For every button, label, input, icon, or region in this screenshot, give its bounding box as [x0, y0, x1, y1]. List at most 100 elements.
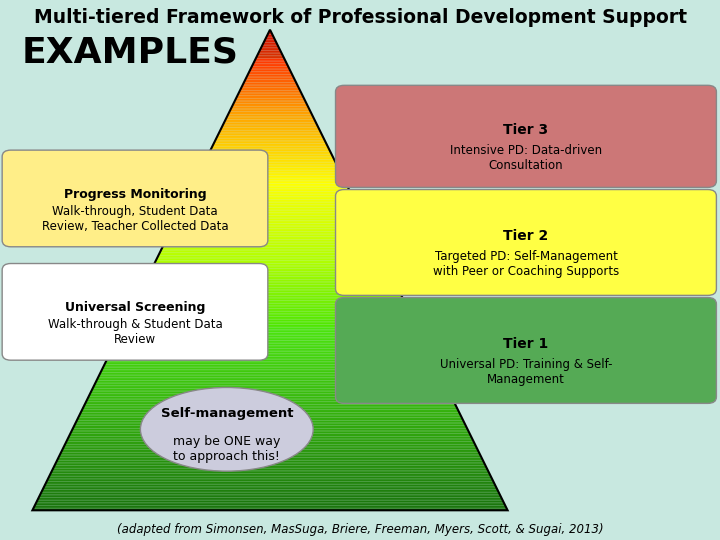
Polygon shape: [260, 49, 280, 51]
Polygon shape: [190, 190, 350, 192]
Polygon shape: [71, 430, 469, 432]
Polygon shape: [66, 441, 474, 443]
Polygon shape: [244, 81, 296, 83]
Polygon shape: [238, 94, 302, 96]
Polygon shape: [255, 58, 285, 60]
Polygon shape: [88, 396, 452, 398]
Polygon shape: [200, 169, 340, 171]
Polygon shape: [246, 76, 294, 78]
Text: Multi-tiered Framework of Professional Development Support: Multi-tiered Framework of Professional D…: [34, 8, 686, 27]
Polygon shape: [138, 295, 402, 297]
Polygon shape: [59, 454, 481, 456]
Polygon shape: [77, 419, 463, 421]
Text: EXAMPLES: EXAMPLES: [22, 35, 238, 69]
Polygon shape: [40, 494, 500, 496]
Polygon shape: [206, 158, 334, 159]
Polygon shape: [114, 343, 426, 345]
Polygon shape: [229, 111, 311, 113]
Polygon shape: [192, 185, 348, 187]
Polygon shape: [35, 502, 505, 504]
Polygon shape: [33, 507, 507, 509]
Polygon shape: [222, 126, 318, 127]
Polygon shape: [189, 193, 351, 195]
Polygon shape: [237, 96, 303, 97]
Polygon shape: [92, 389, 448, 390]
Polygon shape: [148, 275, 392, 276]
Polygon shape: [140, 291, 400, 293]
Polygon shape: [80, 413, 460, 414]
Polygon shape: [120, 333, 420, 334]
Polygon shape: [150, 270, 390, 272]
Polygon shape: [109, 353, 431, 355]
Polygon shape: [103, 366, 437, 368]
Polygon shape: [146, 278, 394, 280]
Polygon shape: [245, 79, 295, 81]
Polygon shape: [150, 272, 390, 273]
Polygon shape: [208, 153, 332, 154]
Polygon shape: [53, 467, 487, 469]
Polygon shape: [49, 475, 491, 477]
Polygon shape: [170, 230, 370, 232]
Polygon shape: [147, 276, 393, 278]
Polygon shape: [233, 102, 307, 103]
Polygon shape: [86, 401, 454, 403]
Polygon shape: [177, 215, 363, 217]
Polygon shape: [39, 496, 501, 497]
Polygon shape: [113, 345, 427, 347]
Polygon shape: [135, 302, 405, 303]
Polygon shape: [79, 414, 461, 416]
Polygon shape: [68, 437, 472, 438]
Polygon shape: [176, 217, 364, 219]
Polygon shape: [240, 89, 300, 91]
Ellipse shape: [140, 388, 313, 471]
Text: (adapted from Simonsen, MasSuga, Briere, Freeman, Myers, Scott, & Sugai, 2013): (adapted from Simonsen, MasSuga, Briere,…: [117, 523, 603, 536]
Polygon shape: [221, 127, 319, 129]
Polygon shape: [70, 434, 470, 435]
Polygon shape: [138, 294, 402, 295]
Text: Walk-through, Student Data
Review, Teacher Collected Data: Walk-through, Student Data Review, Teach…: [42, 205, 228, 233]
Polygon shape: [73, 426, 467, 427]
Polygon shape: [149, 273, 391, 275]
Polygon shape: [115, 341, 424, 342]
Polygon shape: [185, 199, 355, 201]
Polygon shape: [171, 228, 369, 230]
Polygon shape: [118, 336, 422, 338]
Polygon shape: [144, 283, 396, 285]
Polygon shape: [102, 369, 438, 371]
Polygon shape: [235, 99, 305, 100]
Polygon shape: [34, 505, 506, 507]
Polygon shape: [141, 289, 399, 291]
Polygon shape: [83, 406, 457, 408]
Polygon shape: [225, 118, 315, 119]
Polygon shape: [166, 240, 374, 241]
Polygon shape: [184, 201, 356, 202]
Polygon shape: [230, 110, 310, 111]
Polygon shape: [172, 227, 368, 228]
Text: Self-management: Self-management: [161, 407, 293, 420]
Polygon shape: [231, 106, 309, 108]
Polygon shape: [192, 187, 348, 188]
Polygon shape: [233, 103, 307, 105]
Polygon shape: [228, 114, 312, 116]
Polygon shape: [45, 485, 495, 486]
Polygon shape: [45, 483, 495, 485]
Polygon shape: [254, 60, 286, 62]
Polygon shape: [248, 73, 292, 75]
Polygon shape: [48, 478, 492, 480]
Polygon shape: [57, 459, 483, 461]
Polygon shape: [127, 318, 413, 320]
Polygon shape: [130, 312, 410, 313]
Polygon shape: [85, 403, 455, 404]
Polygon shape: [174, 222, 366, 224]
Polygon shape: [42, 489, 498, 491]
Text: may be ONE way
to approach this!: may be ONE way to approach this!: [173, 435, 281, 463]
Polygon shape: [203, 164, 337, 166]
Polygon shape: [158, 254, 382, 255]
Polygon shape: [189, 192, 351, 193]
Polygon shape: [215, 140, 325, 142]
Polygon shape: [251, 68, 289, 70]
Polygon shape: [48, 477, 492, 478]
Polygon shape: [152, 267, 388, 268]
Polygon shape: [78, 417, 462, 419]
Polygon shape: [110, 352, 430, 353]
